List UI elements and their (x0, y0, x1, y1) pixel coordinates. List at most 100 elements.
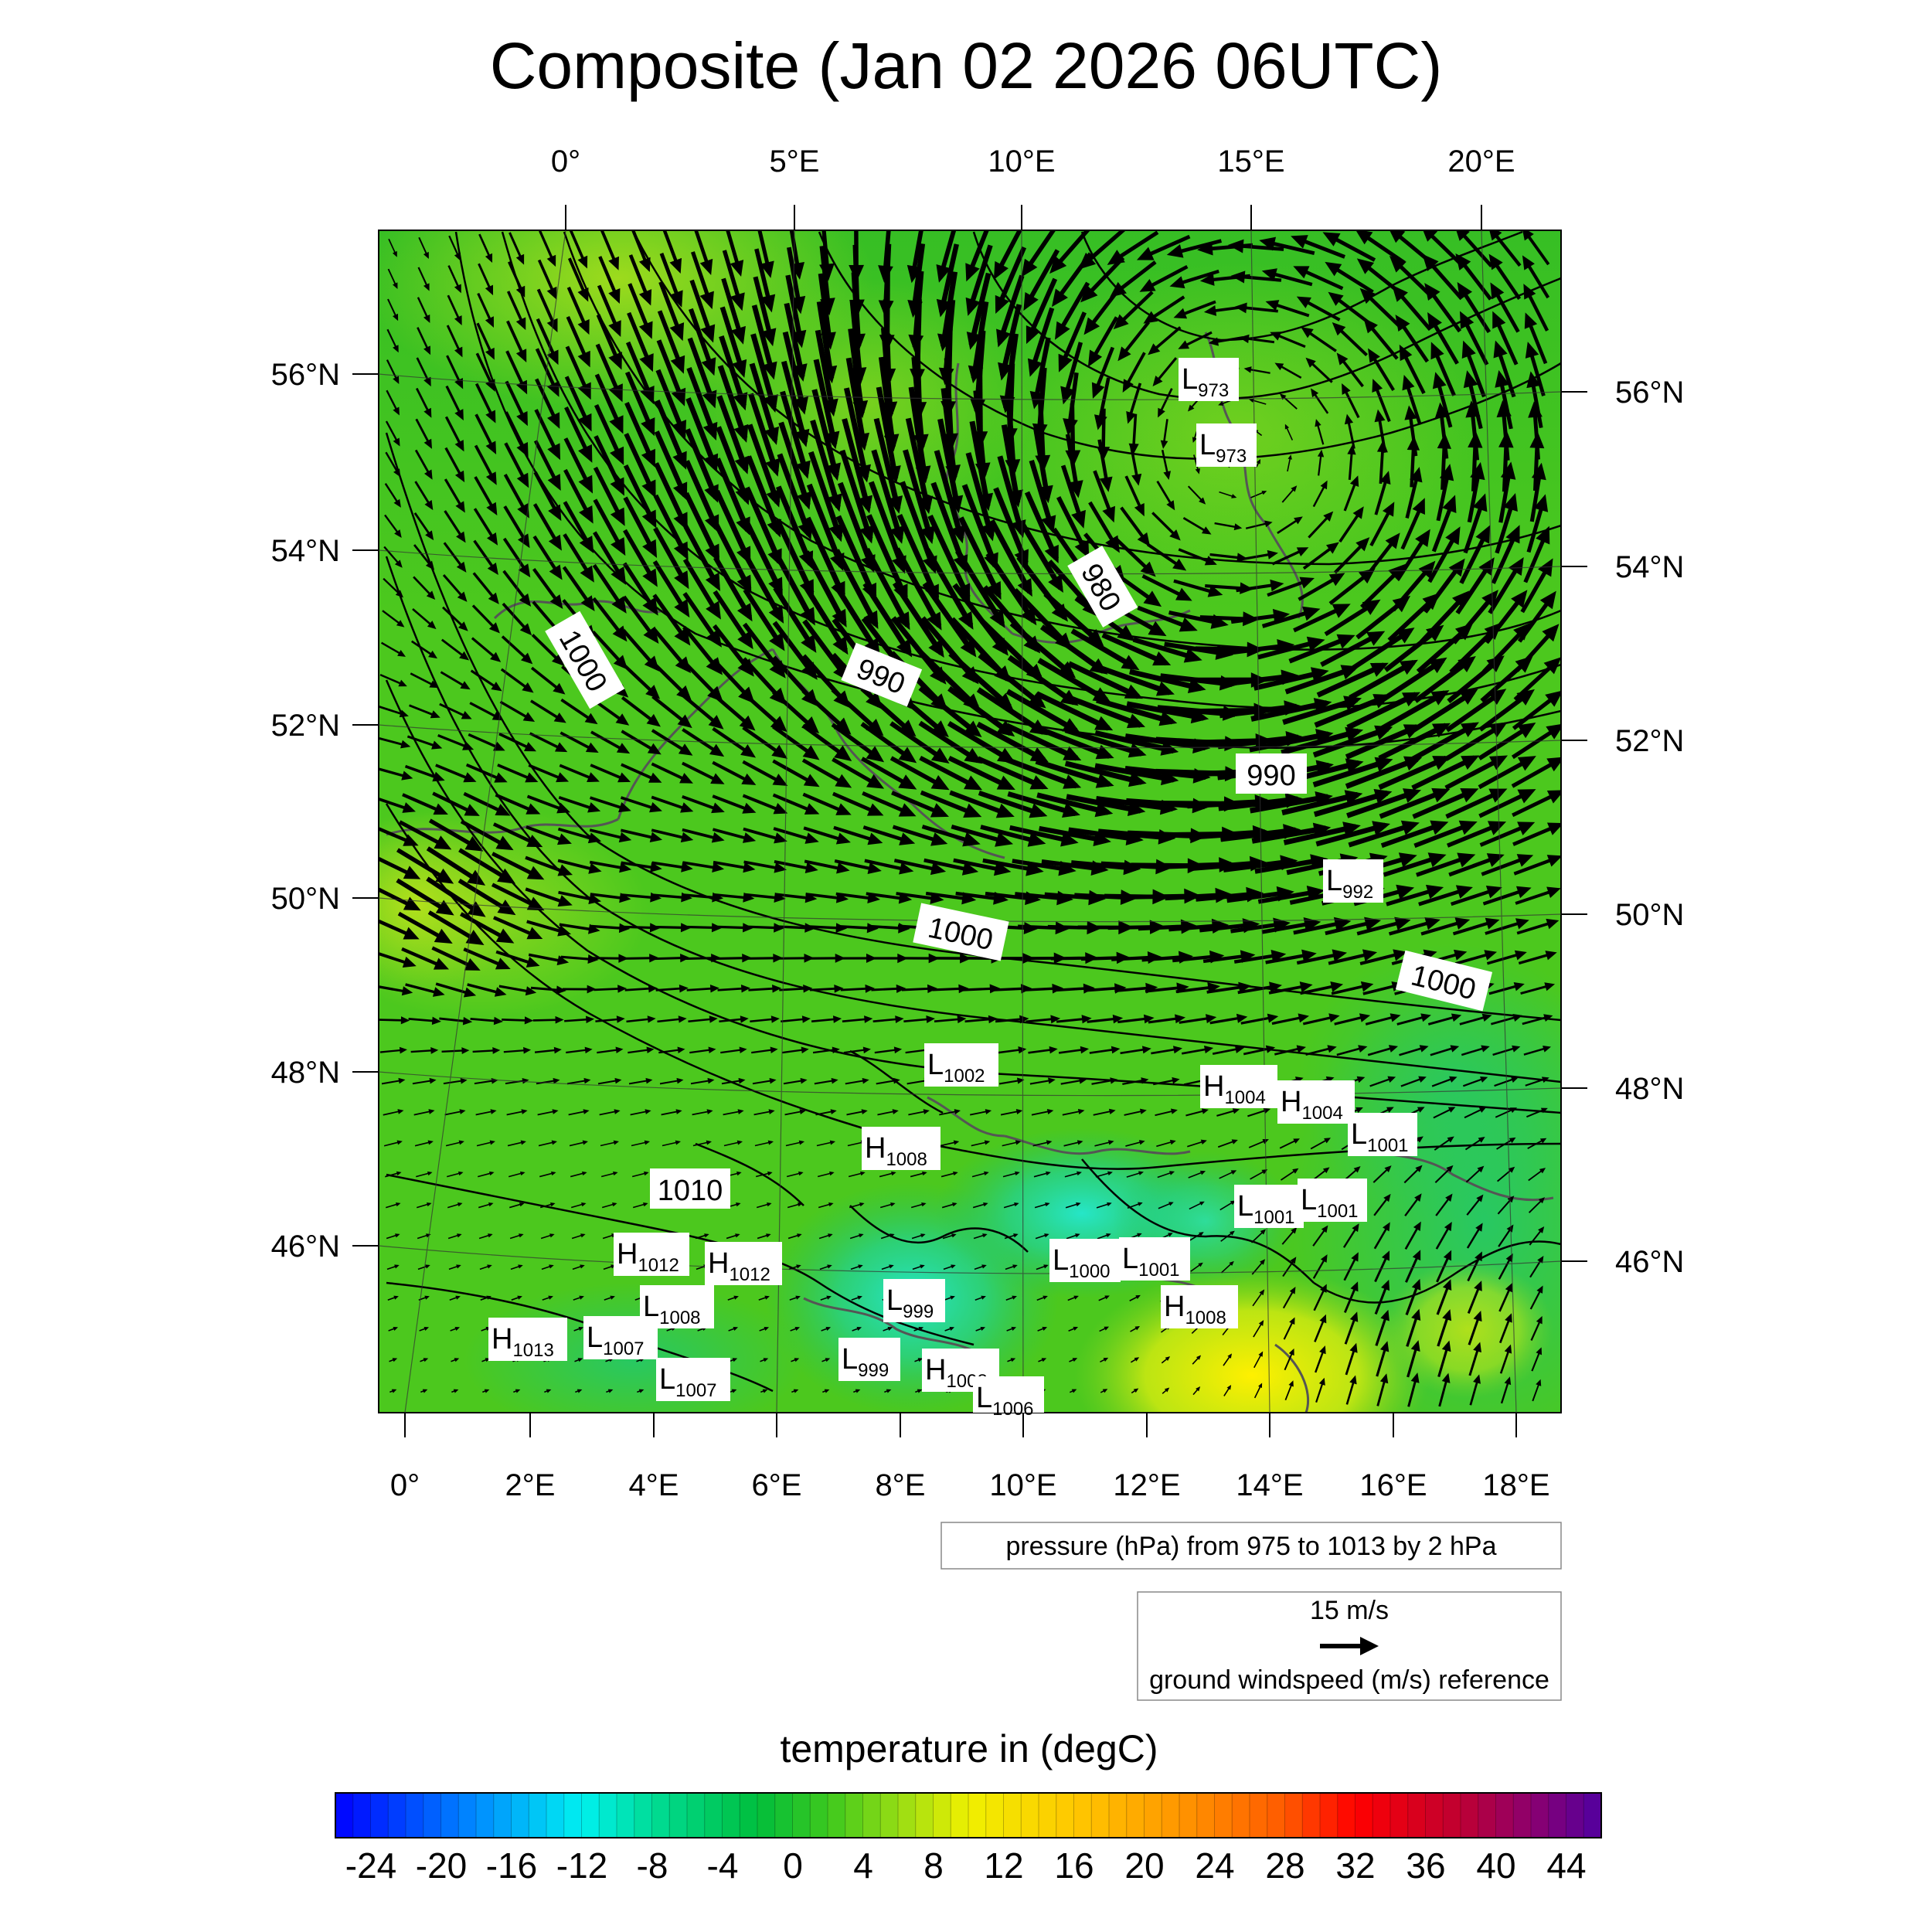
wind-arrow-head (1537, 1255, 1544, 1264)
wind-arrow-head (1474, 1281, 1482, 1291)
wind-arrow-head (1475, 1223, 1483, 1232)
wind-arrow-head (1480, 1076, 1488, 1083)
wind-arrow-head (611, 537, 626, 556)
wind-arrow-head (730, 292, 745, 311)
graticule-ticks (352, 205, 1587, 1437)
wind-arrow-head (608, 288, 621, 304)
wind-arrow-head (1126, 713, 1146, 729)
wind-arrow-head (618, 832, 632, 843)
wind-arrow-head (705, 572, 720, 591)
wind-arrow-head (426, 1202, 432, 1207)
wind-arrow-head (1475, 525, 1491, 544)
wind-arrow-head (1344, 413, 1354, 425)
wind-arrow-head (546, 254, 556, 267)
wind-arrow-head (1299, 981, 1313, 993)
wind-arrow-head (1121, 655, 1140, 671)
wind-arrow (903, 449, 934, 540)
wind-arrow-head (1324, 1138, 1331, 1144)
colorbar-frame (335, 1792, 1602, 1838)
wind-arrow-head (1427, 852, 1447, 868)
wind-arrow-head (1379, 471, 1391, 485)
wind-arrow (978, 652, 1044, 708)
wind-arrow-head (1541, 1077, 1549, 1083)
wind-arrow-head (523, 1046, 532, 1054)
wind-arrow-head (402, 956, 417, 968)
colorbar-label: -8 (637, 1845, 668, 1886)
wind-arrow-head (1143, 311, 1158, 324)
wind-arrow-head (650, 862, 662, 872)
wind-arrow-head (577, 255, 588, 269)
wind-arrow-head (467, 869, 486, 886)
wind-arrow-head (866, 746, 885, 763)
wind-arrow-head (734, 455, 750, 474)
wind-arrow-head (1294, 516, 1303, 525)
wind-arrow-head (1389, 1013, 1401, 1022)
wind-arrow (999, 304, 1022, 376)
wind-arrow-head (1450, 1045, 1460, 1053)
wind-arrow-head (1192, 437, 1197, 444)
wind-arrow-head (1443, 1250, 1452, 1261)
wind-arrow-head (1075, 1233, 1080, 1238)
wind-arrow-head (1158, 407, 1165, 418)
wind-arrow-head (1455, 885, 1473, 899)
wind-arrow-head (427, 1171, 433, 1176)
wind-arrow-head (615, 1046, 624, 1054)
top-lon-label: 5°E (770, 145, 820, 179)
wind-arrow (1378, 723, 1447, 761)
wind-arrow-head (1424, 283, 1440, 301)
wind-arrow-head (766, 488, 781, 508)
wind-arrow-head (647, 1015, 656, 1023)
wind-arrow-head (795, 460, 811, 479)
wind-arrow-head (1500, 461, 1516, 480)
bottom-lon-label: 12°E (1113, 1468, 1180, 1502)
colorbar-swatch (1301, 1792, 1321, 1838)
pressure-center-label: H1008 (1161, 1285, 1238, 1328)
wind-arrow-head (1045, 1202, 1050, 1207)
wind-arrow-head (1296, 547, 1309, 557)
wind-arrow-head (1166, 500, 1175, 511)
svg-text:L973: L973 (1182, 363, 1229, 401)
wind-arrow-head (1148, 343, 1161, 355)
wind-arrow-head (770, 1015, 780, 1023)
wind-arrow (1037, 658, 1108, 702)
wind-arrow-head (735, 1233, 740, 1238)
wind-arrow-head (1199, 497, 1206, 505)
right-lat-label: 50°N (1615, 898, 1684, 932)
left-lat-label: 46°N (271, 1230, 340, 1264)
wind-arrow-head (709, 985, 719, 993)
wind-arrow-head (1288, 1348, 1294, 1356)
wind-arrow-head (1374, 757, 1393, 772)
wind-arrow-head (1306, 636, 1325, 651)
wind-arrow-head (1533, 494, 1549, 512)
wind-arrow-head (490, 651, 502, 662)
wind-arrow-head (1529, 431, 1545, 449)
wind-arrow-head (951, 1233, 957, 1238)
wind-arrow-head (435, 868, 454, 884)
wind-arrow (1349, 660, 1415, 700)
wind-arrow-head (1414, 1193, 1422, 1202)
wind-arrow-head (1544, 982, 1556, 992)
colorbar-swatch (511, 1792, 530, 1838)
wind-arrow-head (587, 772, 600, 783)
wind-arrow-head (1513, 981, 1525, 992)
wind-arrow-head (461, 711, 472, 719)
colorbar-swatch (1003, 1792, 1022, 1838)
wind-arrow-head (456, 561, 467, 573)
wind-arrow-head (515, 285, 526, 298)
wind-arrow-head (801, 1046, 809, 1054)
wind-arrow-head (610, 507, 625, 526)
svg-text:990: 990 (1247, 760, 1295, 792)
wind-arrow-head (1487, 821, 1507, 835)
wind-arrow (979, 618, 1043, 680)
wind-arrow (934, 450, 964, 539)
wind-arrow-head (711, 832, 725, 843)
wind-arrow-head (1404, 405, 1417, 420)
wind-arrow-head (1349, 1342, 1358, 1353)
wind-arrow-head (804, 862, 818, 873)
wind-arrow-head (547, 474, 561, 492)
wind-arrow-head (1023, 635, 1041, 654)
right-lat-labels: 56°N 54°N 52°N 50°N 48°N 46°N (1615, 376, 1684, 1279)
wind-arrow-head (394, 560, 403, 568)
wind-arrow-head (1320, 480, 1328, 490)
wind-arrow-head (669, 322, 685, 342)
